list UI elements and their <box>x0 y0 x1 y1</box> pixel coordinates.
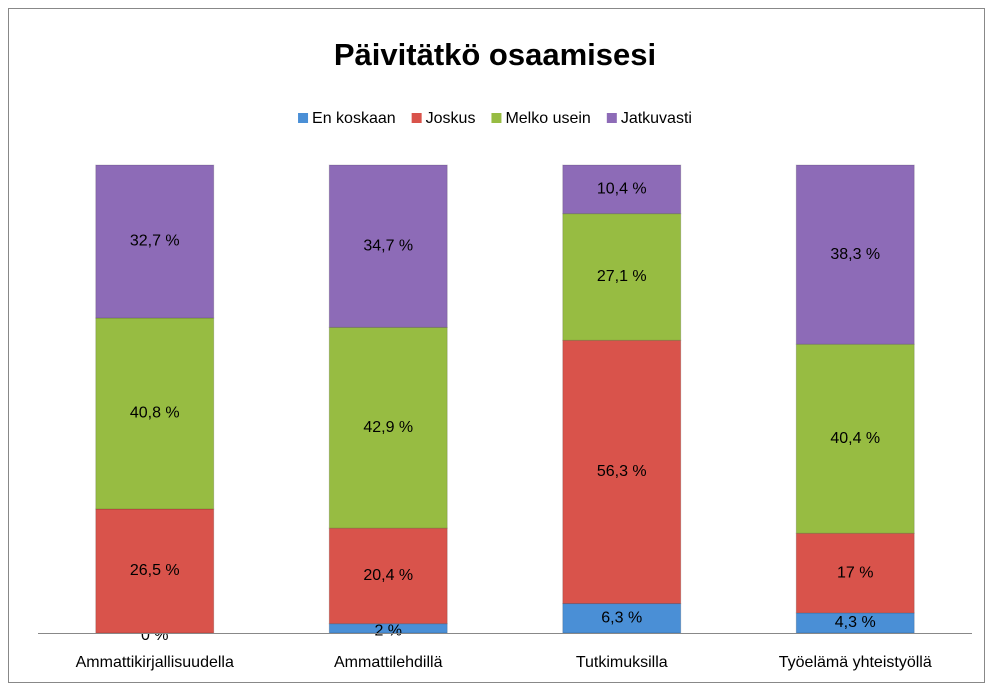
bar-segment <box>328 527 448 625</box>
bar-segment <box>795 343 915 534</box>
value-label: 56,3 % <box>597 463 647 480</box>
value-label: 40,4 % <box>830 430 880 447</box>
value-label: 6,3 % <box>601 609 642 626</box>
value-label: 27,1 % <box>597 268 647 285</box>
legend-swatch <box>606 113 617 123</box>
value-label: 10,4 % <box>597 181 647 198</box>
bar-segment <box>95 164 215 319</box>
x-tick-label: Työelämä yhteistyöllä <box>779 654 932 671</box>
chart-title: Päivitätkö osaamisesi <box>334 37 656 72</box>
bar-segment <box>328 164 448 328</box>
value-label: 40,8 % <box>130 405 180 422</box>
value-label: 32,7 % <box>130 233 180 250</box>
value-label: 17 % <box>837 564 873 581</box>
legend-swatch <box>411 113 422 123</box>
value-label: 20,4 % <box>363 567 413 584</box>
bar-segment <box>95 317 215 510</box>
x-tick-label: Ammattikirjallisuudella <box>76 654 234 671</box>
legend-swatch <box>298 113 309 123</box>
legend-label: En koskaan <box>312 110 396 127</box>
value-label: 42,9 % <box>363 419 413 436</box>
value-label: 2 % <box>374 623 402 640</box>
bar-segment <box>562 164 682 215</box>
value-label: 38,3 % <box>830 246 880 263</box>
legend-label: Jatkuvasti <box>621 110 692 127</box>
bar-segment <box>795 532 915 614</box>
bar-segment <box>795 164 915 345</box>
x-tick-label: Ammattilehdillä <box>334 654 443 671</box>
bar-segment <box>562 213 682 341</box>
bar-segment <box>562 339 682 605</box>
legend-swatch <box>491 113 502 123</box>
legend-label: Melko usein <box>505 110 590 127</box>
x-tick-label: Tutkimuksilla <box>576 654 668 671</box>
legend-label: Joskus <box>426 110 476 127</box>
value-label: 4,3 % <box>835 614 876 631</box>
value-label: 26,5 % <box>130 562 180 579</box>
value-label: 34,7 % <box>363 237 413 254</box>
